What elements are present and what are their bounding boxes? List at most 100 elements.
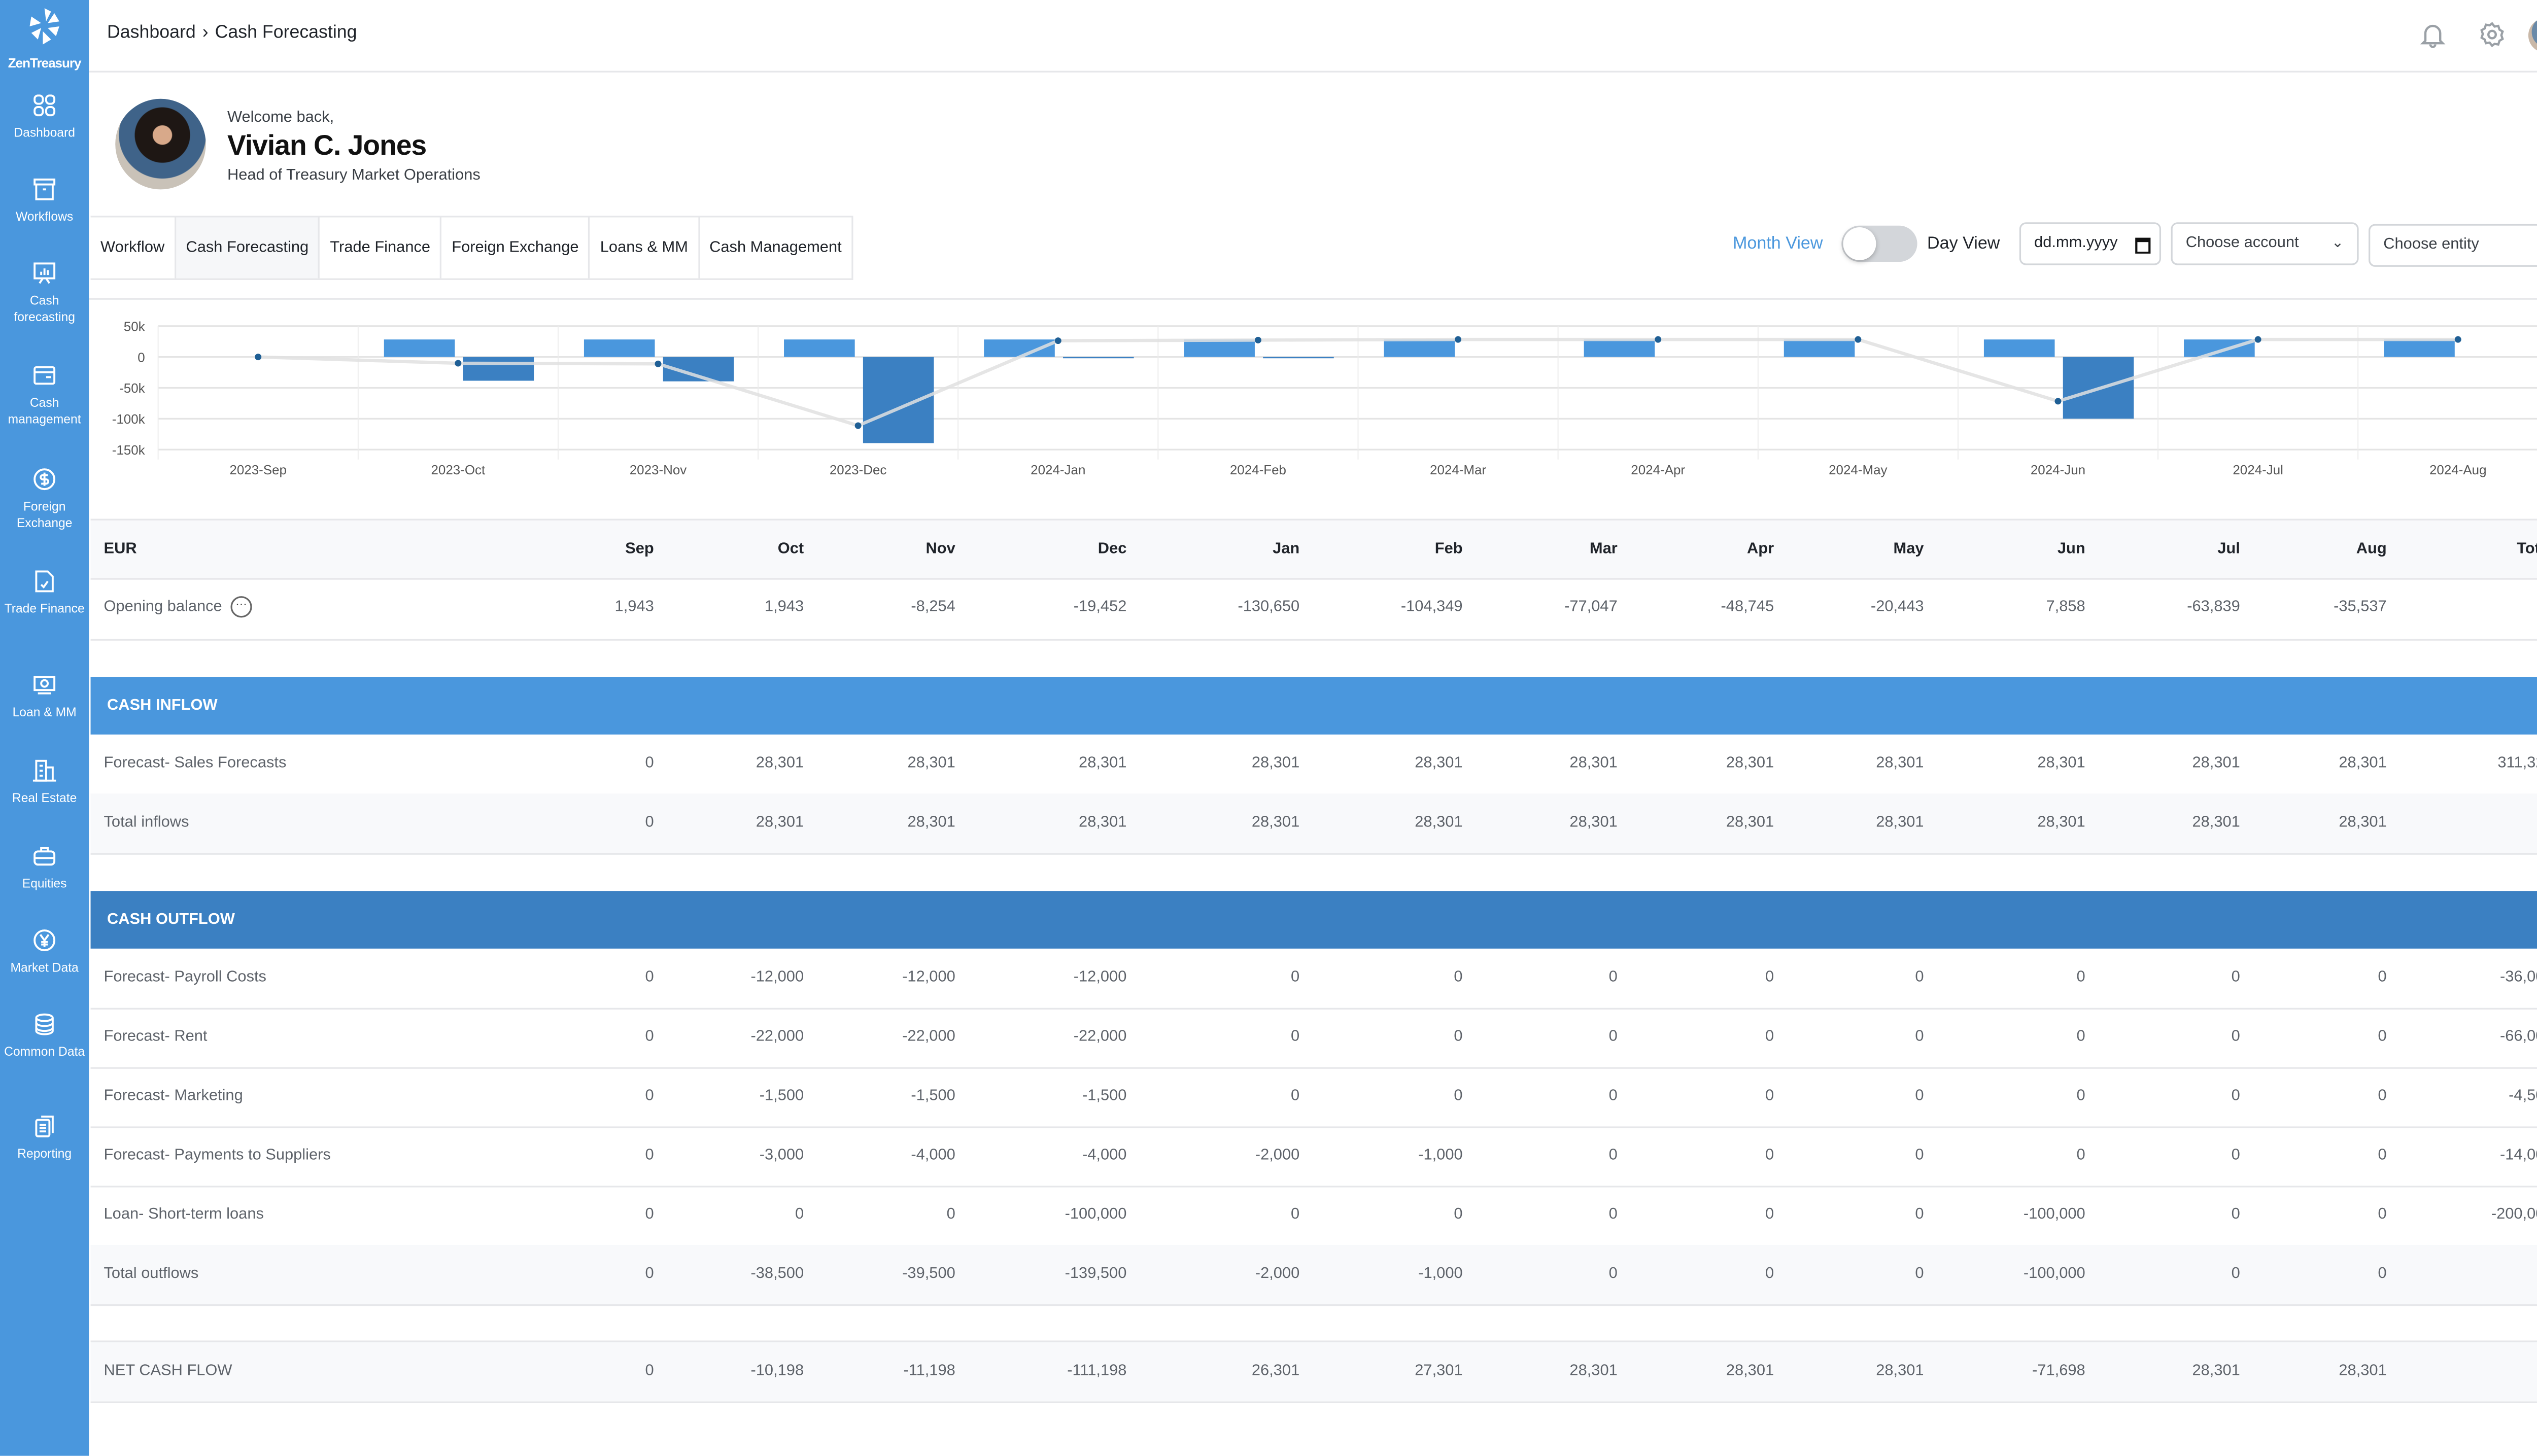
table-cell: -100,000: [2023, 1205, 2085, 1224]
inflow-bar: [384, 339, 455, 357]
row-label: NET CASH FLOW: [104, 1362, 232, 1380]
inflow-bar: [1584, 339, 1655, 357]
table-cell: 28,301: [907, 813, 955, 832]
table-cell: -48,745: [1721, 598, 1774, 616]
table-cell: 0: [2076, 1087, 2085, 1105]
table-cell: -66,000: [2499, 1027, 2537, 1046]
logo[interactable]: ZenTreasury: [0, 7, 89, 71]
sidebar-item-cash-management[interactable]: Cash management: [0, 362, 89, 428]
table-cell: 28,301: [1251, 813, 1300, 832]
y-tick-label: -150k: [112, 442, 146, 458]
tab-cash-management[interactable]: Cash Management: [700, 217, 853, 279]
sidebar-item-trade-finance[interactable]: Trade Finance: [0, 568, 89, 617]
table-cell: -20,443: [1870, 598, 1924, 616]
user-name: Vivian C. Jones: [227, 130, 427, 162]
sidebar-item-common-data[interactable]: Common Data: [0, 1011, 89, 1060]
column-header: Feb: [1434, 539, 1463, 558]
table-cell: 0: [2076, 968, 2085, 987]
account-select[interactable]: Choose account ⌄: [2171, 222, 2359, 265]
table-cell: 0: [2378, 1146, 2387, 1165]
sidebar-item-reporting[interactable]: Reporting: [0, 1113, 89, 1162]
table-cell: 28,301: [756, 754, 804, 773]
x-tick-label: 2024-Jan: [1031, 462, 1085, 477]
table-cell: -77,047: [1564, 598, 1618, 616]
tab-trade-finance[interactable]: Trade Finance: [320, 217, 442, 279]
table-cell: 0: [1765, 1205, 1774, 1224]
tab-workflow[interactable]: Workflow: [91, 217, 176, 279]
sidebar-item-loan-mm[interactable]: Loan & MM: [0, 672, 89, 721]
table-cell: -22,000: [750, 1027, 804, 1046]
table-cell: -1,000: [1418, 1265, 1463, 1283]
row-label: Loan- Short-term loans: [104, 1205, 264, 1224]
table-cell: -8,254: [911, 598, 955, 616]
table-cell: 28,301: [1415, 813, 1463, 832]
table-cell: 28,301: [907, 754, 955, 773]
entity-select[interactable]: Choose entity ⌃⌄: [2369, 224, 2537, 267]
gear-icon[interactable]: [2477, 20, 2507, 49]
table-cell: 0: [2378, 1205, 2387, 1224]
date-input[interactable]: dd.mm.yyyy: [2019, 222, 2162, 265]
table-cell: -35,537: [2334, 598, 2387, 616]
bell-icon[interactable]: [2418, 20, 2447, 49]
table-cell: -4,500: [2509, 1087, 2537, 1105]
table-cell: 0: [1608, 1146, 1618, 1165]
table-cell: -3,000: [759, 1146, 804, 1165]
sidebar-item-label: Cash management: [8, 395, 81, 427]
table-cell: 0: [1291, 1087, 1300, 1105]
table-cell: 28,301: [2339, 754, 2387, 773]
table-cell: 0: [2378, 968, 2387, 987]
table-cell: 28,301: [1876, 1362, 1924, 1380]
breadcrumb-current: Cash Forecasting: [215, 23, 357, 43]
table-cell: 0: [2076, 1146, 2085, 1165]
sidebar-item-equities[interactable]: Equities: [0, 843, 89, 892]
table-cell: 0: [946, 1205, 955, 1224]
table-cell: -100,000: [1065, 1205, 1127, 1224]
breadcrumb-dashboard[interactable]: Dashboard: [107, 23, 196, 43]
column-header: Dec: [1098, 539, 1127, 558]
sidebar-item-foreign-exchange[interactable]: Foreign Exchange: [0, 466, 89, 532]
tab-foreign-exchange[interactable]: Foreign Exchange: [442, 217, 591, 279]
x-tick-label: 2024-May: [1829, 462, 1887, 477]
table-cell: 0: [2231, 1027, 2240, 1046]
table-cell: 0: [2231, 1265, 2240, 1283]
inflow-bar: [1384, 339, 1455, 357]
sidebar-item-market-data[interactable]: Market Data: [0, 927, 89, 977]
sidebar-item-real-estate[interactable]: Real Estate: [0, 757, 89, 807]
tab-cash-forecasting[interactable]: Cash Forecasting: [176, 217, 320, 279]
dollar-circle-icon: [33, 468, 56, 491]
sidebar-item-label: Reporting: [17, 1146, 72, 1161]
table-cell: -111,198: [1067, 1362, 1127, 1380]
month-view-label[interactable]: Month View: [1733, 233, 1823, 254]
table-cell: -1,500: [1082, 1087, 1127, 1105]
table-cell: 0: [1915, 1146, 1924, 1165]
banknote-icon: [33, 676, 56, 695]
row-label: Opening balance: [104, 598, 222, 616]
sidebar-item-dashboard[interactable]: Dashboard: [0, 92, 89, 142]
sidebar-item-label: Workflows: [15, 209, 74, 224]
calendar-icon[interactable]: [2135, 235, 2151, 254]
welcome-text: Welcome back,: [227, 109, 334, 127]
table-cell: -139,500: [1065, 1265, 1127, 1283]
table-cell: -11,198: [903, 1362, 955, 1380]
table-cell: 0: [2231, 1146, 2240, 1165]
x-tick-label: 2024-Jul: [2233, 462, 2283, 477]
sidebar-item-cash-forecasting[interactable]: Cash forecasting: [0, 260, 89, 326]
column-header: May: [1893, 539, 1924, 558]
more-options-icon[interactable]: ⋯: [230, 596, 252, 618]
net-cash-flow-point: [2254, 336, 2261, 343]
view-toggle-knob[interactable]: [1843, 227, 1876, 260]
day-view-label[interactable]: Day View: [1927, 233, 2000, 254]
table-cell: 0: [2378, 1027, 2387, 1046]
user-avatar[interactable]: [2528, 18, 2537, 53]
table-cell: 28,301: [1079, 813, 1127, 832]
table-cell: 0: [1915, 1087, 1924, 1105]
table-cell: 0: [1608, 1265, 1618, 1283]
net-cash-flow-point: [1054, 337, 1061, 344]
sidebar-item-workflows[interactable]: Workflows: [0, 176, 89, 225]
total-outflows-row: Total outflows 0 -38,500 -39,500 -139,500 -2,…: [90, 1245, 2537, 1306]
presentation-chart-icon: [33, 262, 56, 284]
outflow-bar: [463, 357, 534, 381]
tab-loans-mm[interactable]: Loans & MM: [590, 217, 700, 279]
net-cash-flow-point: [655, 360, 662, 367]
table-cell: 28,301: [1726, 754, 1774, 773]
